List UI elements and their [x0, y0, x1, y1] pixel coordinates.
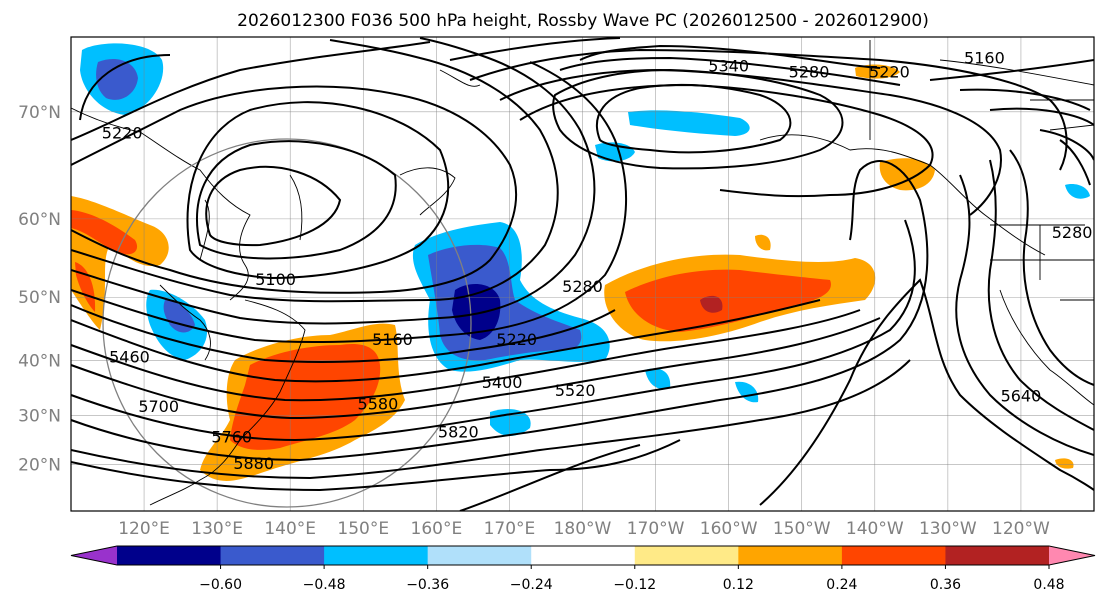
- colorbar-tick-label: −0.12: [613, 577, 656, 593]
- map-gridlines: [71, 37, 1094, 511]
- positive-anomaly-region: [755, 234, 771, 251]
- colorbar-segment: [945, 546, 1050, 565]
- negative-anomaly-region: [628, 110, 750, 136]
- colorbar-tick-label: −0.60: [199, 577, 242, 593]
- lon-tick-label: 150°E: [337, 519, 389, 539]
- anomaly-shading: [71, 43, 1090, 481]
- colorbar-segment: [427, 546, 532, 565]
- contour-label: 5640: [1001, 387, 1042, 406]
- colorbar-segment: [220, 546, 325, 565]
- colorbar-segment: [324, 546, 429, 565]
- negative-anomaly-region: [735, 381, 759, 403]
- lon-tick-label: 130°E: [191, 519, 243, 539]
- lat-tick-label: 30°N: [18, 406, 61, 426]
- lon-tick-label: 140°E: [264, 519, 316, 539]
- colorbar-segment: [841, 546, 946, 565]
- contour-label: 5340: [708, 56, 749, 75]
- contour-label: 5580: [358, 395, 399, 414]
- positive-anomaly-region: [75, 262, 96, 312]
- colorbar-segment: [634, 546, 739, 565]
- contour-label: 5100: [255, 270, 296, 289]
- contour-label: 5280: [562, 277, 603, 296]
- contour-label: 5820: [438, 423, 479, 442]
- colorbar-tick-label: −0.36: [406, 577, 449, 593]
- positive-anomaly-region: [1055, 458, 1074, 469]
- lon-tick-label: 160°W: [700, 519, 758, 539]
- negative-anomaly-region: [163, 300, 195, 333]
- lon-tick-label: 130°W: [919, 519, 977, 539]
- lon-tick-label: 120°E: [118, 519, 170, 539]
- contour-label: 5280: [1052, 223, 1093, 242]
- positive-anomaly-region: [625, 269, 831, 332]
- colorbar-segment: [531, 546, 636, 565]
- negative-anomaly-region: [96, 58, 138, 100]
- contour-label: 5220: [869, 62, 910, 81]
- colorbar-tick-label: −0.24: [510, 577, 553, 593]
- negative-anomaly-region: [645, 368, 671, 390]
- colorbar-segment: [738, 546, 843, 565]
- map-plot-area: [70, 36, 1095, 512]
- chart-title: 2026012300 F036 500 hPa height, Rossby W…: [237, 11, 929, 31]
- lat-tick-label: 20°N: [18, 456, 61, 476]
- projection-circle: [102, 138, 472, 508]
- lat-tick-label: 50°N: [18, 288, 61, 308]
- contour-label: 5160: [372, 330, 413, 349]
- contour-label: 5280: [789, 62, 830, 81]
- contour-label: 5220: [496, 330, 537, 349]
- height-contours: [71, 37, 1094, 511]
- longitude-axis: 120°E 130°E 140°E 150°E 160°E 170°E 180°W 170°W…: [118, 519, 1050, 539]
- colorbar-segment: [117, 546, 222, 565]
- positive-anomaly-region: [700, 295, 723, 313]
- latitude-axis: 70°N 60°N 50°N 40°N 30°N 20°N: [18, 103, 61, 476]
- colorbar-tick-label: −0.48: [303, 577, 346, 593]
- contour-labels: 5340 5280 5220 5160 5220 5280 5100 5280 5160 5220…: [102, 49, 1093, 473]
- positive-anomaly-region: [855, 64, 900, 79]
- contour-label: 5160: [964, 49, 1005, 68]
- colorbar-tick-label: 0.48: [1033, 577, 1064, 593]
- contour-label: 5220: [102, 124, 143, 143]
- lon-tick-label: 160°E: [411, 519, 463, 539]
- lon-tick-label: 170°E: [484, 519, 536, 539]
- lon-tick-label: 170°W: [627, 519, 685, 539]
- contour-label: 5880: [233, 454, 274, 473]
- lon-tick-label: 150°W: [773, 519, 831, 539]
- colorbar-tick-label: 0.24: [826, 577, 857, 593]
- colorbar-tick-label: 0.36: [930, 577, 961, 593]
- negative-anomaly-region: [1065, 184, 1090, 199]
- lon-tick-label: 140°W: [846, 519, 904, 539]
- contour-label: 5700: [138, 397, 179, 416]
- lat-tick-label: 60°N: [18, 210, 61, 230]
- contour-label: 5520: [555, 381, 596, 400]
- colorbar-extend-high: [1049, 546, 1095, 565]
- colorbar-extend-low: [71, 546, 117, 565]
- colorbar: −0.60 −0.48 −0.36 −0.24 −0.12 0.12 0.24 0.36 0.4…: [70, 545, 1096, 593]
- negative-anomaly-region: [452, 284, 501, 340]
- contour-label: 5400: [482, 373, 523, 392]
- colorbar-tick-label: 0.12: [723, 577, 754, 593]
- lon-tick-label: 120°W: [992, 519, 1050, 539]
- lat-tick-label: 40°N: [18, 352, 61, 372]
- lon-tick-label: 180°W: [554, 519, 612, 539]
- contour-label: 5460: [109, 348, 150, 367]
- contour-label: 5760: [211, 428, 252, 447]
- positive-anomaly-region: [230, 344, 381, 450]
- lat-tick-label: 70°N: [18, 103, 61, 123]
